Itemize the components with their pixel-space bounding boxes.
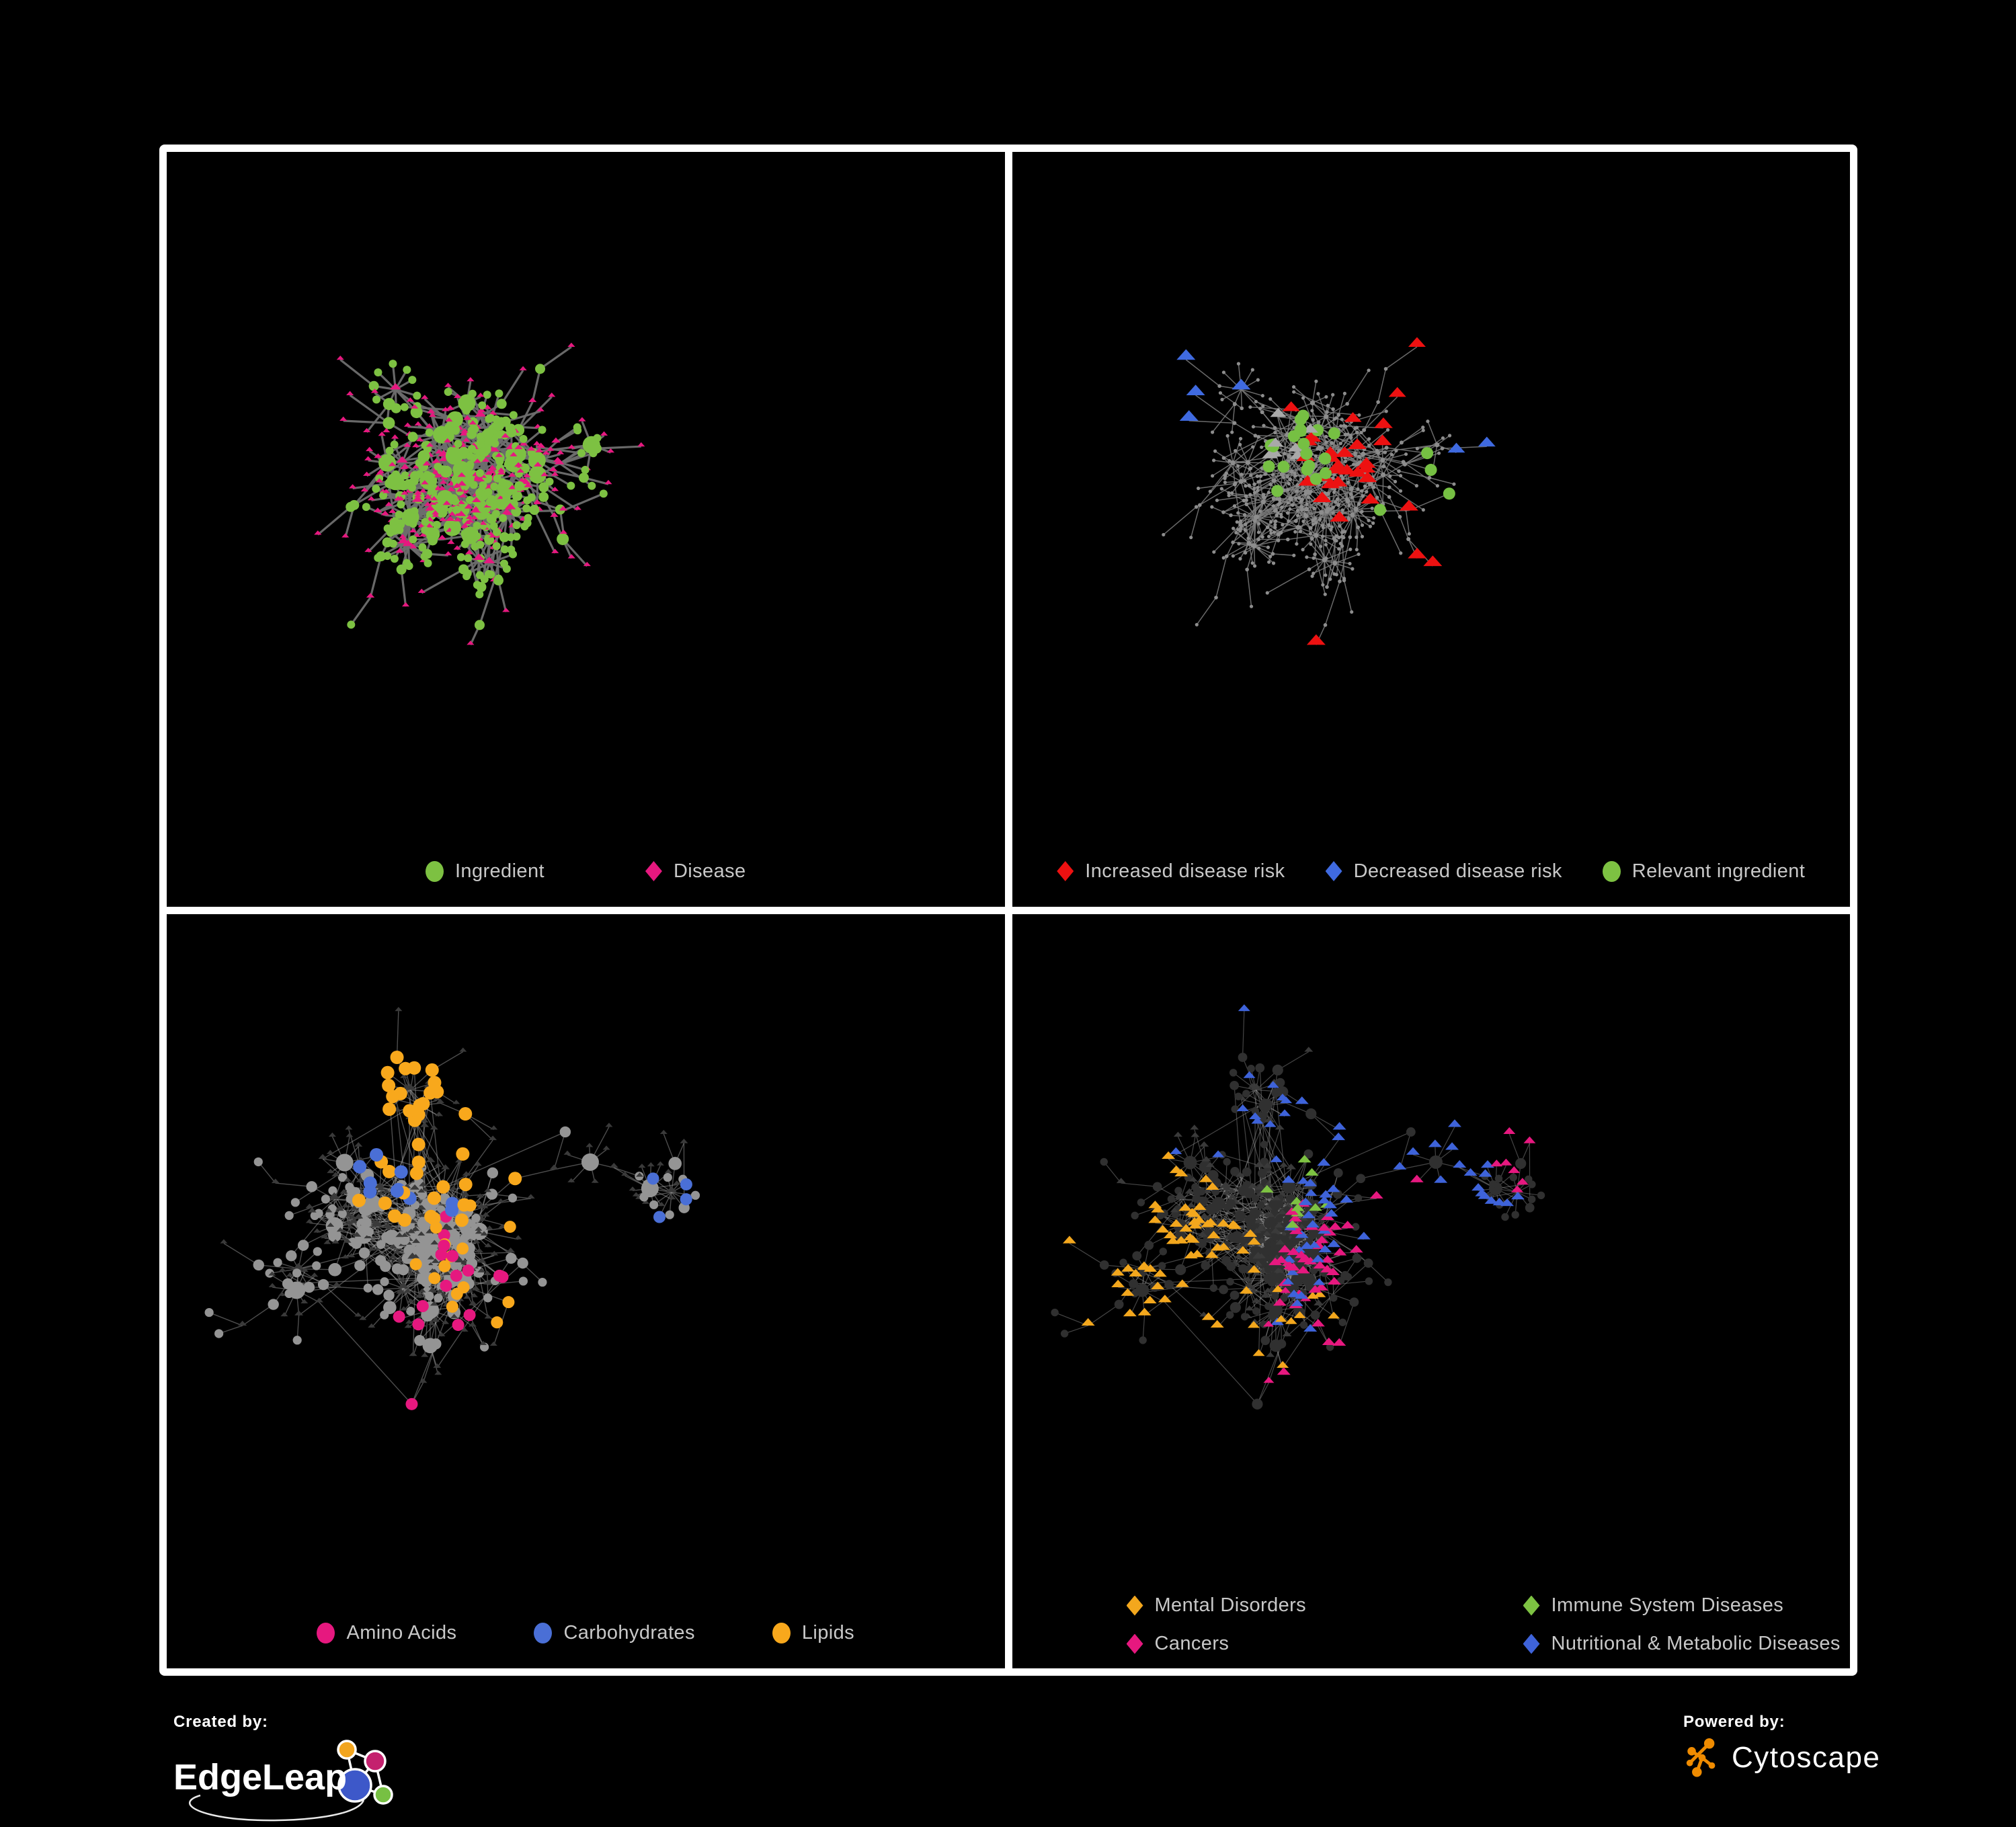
cytoscape-brand: Cytoscape bbox=[1732, 1741, 1880, 1775]
figure-grid: Ingredient Disease Increased disease risk… bbox=[159, 145, 1857, 1676]
network-graph-ingredient-classes bbox=[167, 914, 1005, 1669]
legend-item: Nutritional & Metabolic Diseases bbox=[1523, 1633, 1841, 1655]
legend-item: Ingredient bbox=[426, 860, 545, 883]
legend-item: Lipids bbox=[772, 1622, 854, 1644]
legend-marker-circle-icon bbox=[426, 861, 444, 882]
legend-marker-diamond-icon bbox=[1326, 861, 1342, 881]
legend-item: Disease bbox=[645, 860, 746, 883]
cytoscape-brand-row: Cytoscape bbox=[1683, 1737, 1880, 1779]
legend-marker-diamond-icon bbox=[1127, 1634, 1143, 1654]
legend-marker-circle-icon bbox=[317, 1623, 335, 1643]
legend-marker-diamond-icon bbox=[645, 861, 662, 881]
network-graph-ingredient-disease bbox=[167, 152, 1005, 907]
legend-label: Ingredient bbox=[455, 860, 545, 883]
legend-marker-diamond-icon bbox=[1057, 861, 1074, 881]
legend-label: Amino Acids bbox=[346, 1622, 456, 1644]
legend-item: Decreased disease risk bbox=[1326, 860, 1562, 883]
legend-item: Mental Disorders bbox=[1127, 1594, 1523, 1617]
edgeleap-credit: Created by: EdgeLeap bbox=[173, 1713, 510, 1827]
legend-label: Nutritional & Metabolic Diseases bbox=[1551, 1633, 1841, 1655]
legend-marker-diamond-icon bbox=[1127, 1596, 1143, 1616]
legend-disease-categories: Mental Disorders Immune System Diseases Ca… bbox=[1127, 1594, 1841, 1655]
legend-label: Decreased disease risk bbox=[1354, 860, 1562, 883]
legend-item: Relevant ingredient bbox=[1603, 860, 1805, 883]
legend-marker-circle-icon bbox=[1603, 861, 1621, 882]
legend-marker-circle-icon bbox=[534, 1623, 552, 1643]
edgeleap-brand: EdgeLeap bbox=[173, 1757, 347, 1797]
legend-marker-diamond-icon bbox=[1523, 1634, 1540, 1654]
legend-label: Increased disease risk bbox=[1085, 860, 1285, 883]
legend-item: Carbohydrates bbox=[534, 1622, 694, 1644]
legend-marker-diamond-icon bbox=[1523, 1596, 1540, 1616]
legend-marker-circle-icon bbox=[772, 1623, 791, 1643]
edgeleap-swoosh bbox=[190, 1795, 364, 1820]
network-graph-disease-risk bbox=[1012, 152, 1851, 907]
legend-label: Relevant ingredient bbox=[1632, 860, 1805, 883]
network-graph-disease-categories bbox=[1012, 914, 1851, 1669]
legend-label: Cancers bbox=[1155, 1633, 1229, 1655]
cytoscape-credit: Powered by: Cytoscape bbox=[1683, 1713, 1880, 1779]
legend-label: Disease bbox=[674, 860, 746, 883]
panel-disease-risk: Increased disease risk Decreased disease … bbox=[1012, 152, 1851, 907]
legend-disease-risk: Increased disease risk Decreased disease … bbox=[1012, 860, 1851, 883]
legend-label: Mental Disorders bbox=[1155, 1594, 1307, 1617]
legend-label: Immune System Diseases bbox=[1551, 1594, 1784, 1617]
legend-item: Cancers bbox=[1127, 1633, 1523, 1655]
created-by-label: Created by: bbox=[173, 1713, 510, 1732]
powered-by-label: Powered by: bbox=[1683, 1713, 1880, 1732]
cytoscape-logo-icon bbox=[1683, 1737, 1722, 1779]
panel-ingredient-disease: Ingredient Disease bbox=[167, 152, 1005, 907]
legend-label: Lipids bbox=[802, 1622, 854, 1644]
legend-item: Immune System Diseases bbox=[1523, 1594, 1841, 1617]
edgeleap-logo: EdgeLeap bbox=[173, 1733, 510, 1827]
panel-ingredient-classes: Amino Acids Carbohydrates Lipids bbox=[167, 914, 1005, 1669]
legend-ingredient-disease: Ingredient Disease bbox=[167, 860, 1005, 883]
legend-label: Carbohydrates bbox=[563, 1622, 694, 1644]
panel-disease-categories: Mental Disorders Immune System Diseases Ca… bbox=[1012, 914, 1851, 1669]
legend-ingredient-classes: Amino Acids Carbohydrates Lipids bbox=[167, 1622, 1005, 1644]
legend-item: Amino Acids bbox=[317, 1622, 456, 1644]
legend-item: Increased disease risk bbox=[1057, 860, 1285, 883]
